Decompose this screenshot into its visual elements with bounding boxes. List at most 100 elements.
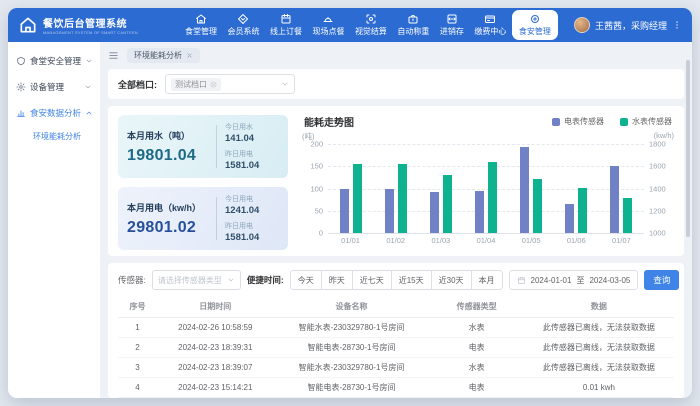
stall-select[interactable]: 测试档口 — [165, 74, 295, 94]
bar-水表传感器-01/06[interactable] — [578, 188, 587, 233]
nav-item-4[interactable]: 现场点餐 — [307, 11, 349, 39]
online-order-icon — [280, 13, 292, 25]
quick-time-button-4[interactable]: 近15天 — [391, 270, 432, 290]
date-separator: 至 — [576, 275, 584, 286]
quick-time-button-2[interactable]: 昨天 — [321, 270, 353, 290]
table-cell: 电表 — [429, 378, 524, 398]
tag-close-icon[interactable] — [210, 81, 217, 88]
bar-水表传感器-01/07[interactable] — [623, 198, 632, 233]
bar-水表传感器-01/05[interactable] — [533, 179, 542, 233]
y-axis-tick-left: 150 — [310, 162, 323, 171]
vision-checkout-icon — [365, 13, 377, 25]
stat-main: 本月用电（kw/h） 29801.02 — [127, 201, 208, 237]
calendar-icon — [517, 276, 526, 285]
quick-time-button-3[interactable]: 近七天 — [352, 270, 392, 290]
bar-水表传感器-01/02[interactable] — [398, 164, 407, 233]
energy-trend-chart: 能耗走势图 电表传感器水表传感器 (吨) (kw/h) 010005012001… — [302, 115, 674, 247]
bar-group-01/04 — [463, 144, 508, 233]
sensor-table-card: 传感器: 请选择传感器类型 便捷时间: 今天昨天近七天近15天近30天本月 20… — [108, 263, 684, 398]
x-axis-tick: 01/05 — [509, 236, 554, 247]
chevron-down-icon — [84, 83, 92, 91]
nav-item-label: 现场点餐 — [312, 26, 344, 37]
top-bar: 餐饮后台管理系统 MANAGEMENT SYSTEM OF SMART CANT… — [8, 8, 692, 42]
analysis-icon — [16, 108, 26, 118]
table-cell: 电表 — [429, 338, 524, 358]
column-header-4: 传感器类型 — [429, 296, 524, 318]
bar-水表传感器-01/04[interactable] — [488, 162, 497, 233]
nav-item-7[interactable]: 进销存 — [435, 11, 469, 39]
quick-time-button-1[interactable]: 今天 — [290, 270, 322, 290]
nav-item-label: 缴费中心 — [474, 26, 506, 37]
scrollbar-thumb[interactable] — [686, 60, 690, 237]
legend-swatch — [552, 118, 560, 126]
bar-电表传感器-01/01[interactable] — [340, 189, 349, 234]
user-menu[interactable]: 王茜茜，采购经理 — [574, 17, 682, 33]
stat-side-item: 昨日用电 1581.04 — [225, 149, 279, 171]
stall-tag-label: 测试档口 — [175, 79, 207, 90]
stat-value: 19801.04 — [127, 147, 208, 165]
table-cell: 2024-02-23 15:13:25 — [157, 398, 274, 399]
table-row[interactable]: 42024-02-23 15:14:21智能电表-28730-1号房间电表0.0… — [118, 378, 674, 398]
bar-电表传感器-01/06[interactable] — [565, 204, 574, 233]
stat-side-label: 昨日用电 — [225, 149, 279, 159]
nav-item-label: 会员系统 — [227, 26, 259, 37]
sidebar-item-3[interactable]: 食安数据分析 — [8, 100, 100, 126]
tab-environment-energy[interactable]: 环境能耗分析 — [127, 48, 200, 63]
table-row[interactable]: 22024-02-23 18:39:31智能电表-28730-1号房间电表此传感… — [118, 338, 674, 358]
device-icon — [16, 82, 26, 92]
bar-电表传感器-01/02[interactable] — [385, 189, 394, 234]
more-menu-icon[interactable] — [672, 19, 682, 31]
nav-item-8[interactable]: 缴费中心 — [469, 11, 511, 39]
collapse-menu-icon[interactable] — [108, 50, 119, 61]
table-row[interactable]: 52024-02-23 15:13:25智能水表-230329780-1号房间水… — [118, 398, 674, 399]
nav-item-label: 自动称重 — [397, 26, 429, 37]
table-row[interactable]: 12024-02-26 10:58:59智能水表-230329780-1号房间水… — [118, 318, 674, 338]
tab-close-icon[interactable] — [186, 52, 193, 59]
sidebar: 食堂安全管理设备管理食安数据分析环境能耗分析 — [8, 42, 100, 398]
bar-电表传感器-01/03[interactable] — [430, 192, 439, 233]
table-cell: 2024-02-23 18:39:07 — [157, 358, 274, 378]
sidebar-subitem-energy[interactable]: 环境能耗分析 — [8, 126, 100, 147]
chevron-up-icon — [85, 109, 93, 117]
nav-item-6[interactable]: 自动称重 — [392, 11, 434, 39]
chart-legend: 电表传感器 水表传感器 — [552, 116, 672, 127]
bar-水表传感器-01/03[interactable] — [443, 175, 452, 233]
bar-水表传感器-01/01[interactable] — [353, 164, 362, 233]
quick-time-button-5[interactable]: 近30天 — [431, 270, 472, 290]
legend-item-水表传感器[interactable]: 水表传感器 — [620, 116, 672, 127]
date-to[interactable]: 2024-03-05 — [589, 276, 630, 285]
bar-电表传感器-01/05[interactable] — [520, 147, 529, 233]
x-axis-tick: 01/04 — [463, 236, 508, 247]
x-axis-tick: 01/02 — [373, 236, 418, 247]
nav-item-2[interactable]: 会员系统 — [222, 11, 264, 39]
axis-units: (吨) (kw/h) — [302, 131, 674, 141]
bar-电表传感器-01/04[interactable] — [475, 191, 484, 233]
bar-电表传感器-01/07[interactable] — [610, 166, 619, 233]
nav-item-label: 进销存 — [440, 26, 464, 37]
sidebar-item-2[interactable]: 设备管理 — [8, 74, 100, 100]
divider — [216, 197, 217, 240]
quick-time-button-6[interactable]: 本月 — [471, 270, 503, 290]
nav-item-3[interactable]: 线上订餐 — [265, 11, 307, 39]
stat-side-item: 今日用水 141.04 — [225, 122, 279, 144]
sensor-type-select[interactable]: 请选择传感器类型 — [152, 270, 241, 290]
table-cell: 5 — [118, 398, 157, 399]
search-button[interactable]: 查询 — [644, 270, 679, 290]
nav-item-9[interactable]: 食安管理 — [512, 10, 558, 40]
stall-tag: 测试档口 — [171, 78, 221, 91]
sidebar-item-1[interactable]: 食堂安全管理 — [8, 48, 100, 74]
chart-bars — [328, 144, 644, 233]
table-cell: 0.01 kwh — [524, 378, 674, 398]
nav-item-5[interactable]: 视觉结算 — [350, 11, 392, 39]
nav-item-1[interactable]: 食堂管理 — [180, 11, 222, 39]
table-cell: 2024-02-26 10:58:59 — [157, 318, 274, 338]
date-from[interactable]: 2024-01-01 — [531, 276, 572, 285]
auto-weigh-icon — [407, 13, 419, 25]
legend-item-电表传感器[interactable]: 电表传感器 — [552, 116, 604, 127]
brand: 餐饮后台管理系统 MANAGEMENT SYSTEM OF SMART CANT… — [18, 15, 164, 35]
onsite-order-icon — [322, 13, 334, 25]
date-range-picker[interactable]: 2024-01-01 至 2024-03-05 — [509, 270, 639, 290]
stat-side-item: 今日用电 1241.04 — [225, 194, 279, 216]
main-content: 环境能耗分析 全部档口: 测试档口 — [100, 42, 692, 398]
table-row[interactable]: 32024-02-23 18:39:07智能水表-230329780-1号房间水… — [118, 358, 674, 378]
